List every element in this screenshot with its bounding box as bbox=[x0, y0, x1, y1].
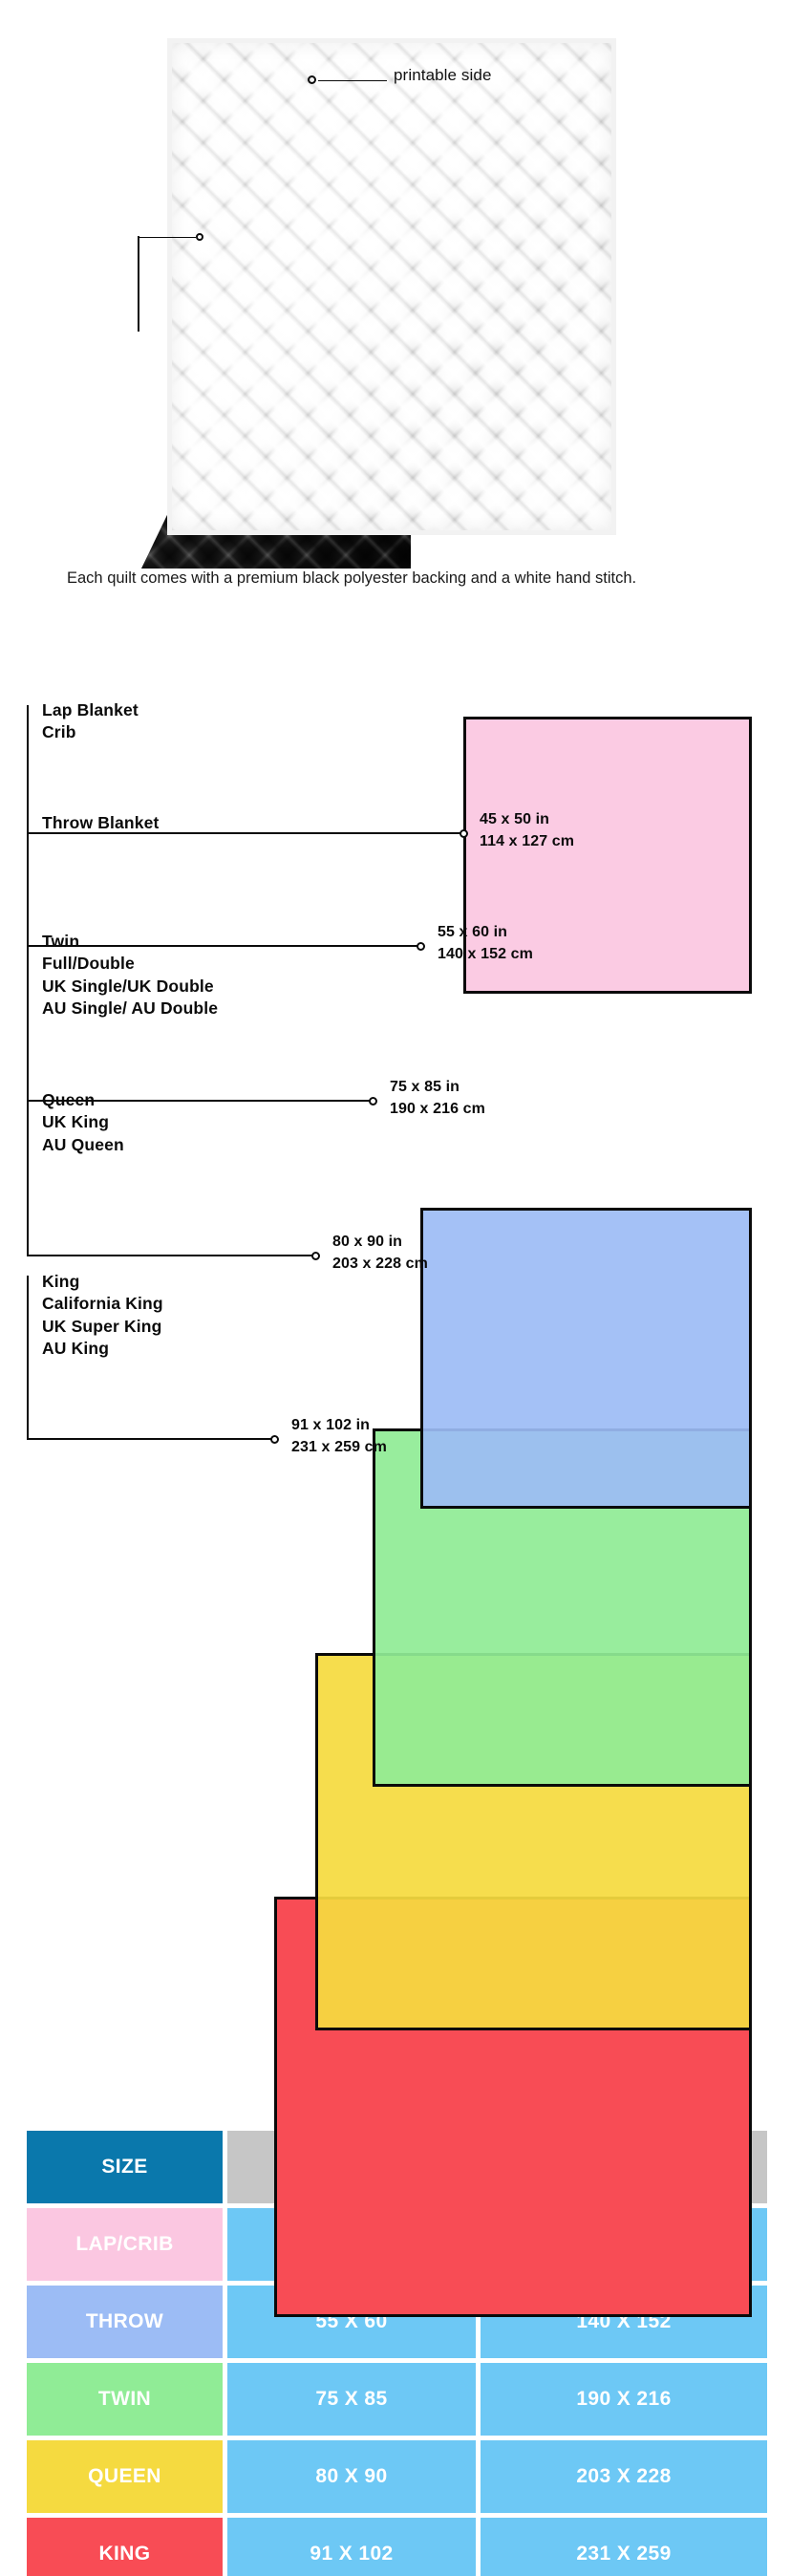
dim-label-queen: 80 x 90 in 203 x 228 cm bbox=[332, 1232, 428, 1275]
printable-side-callout-line bbox=[318, 79, 387, 82]
group-label-lap-crib: Lap Blanket Crib bbox=[42, 700, 139, 742]
dim-dot-king bbox=[270, 1435, 279, 1444]
group-label-queen: Queen UK King AU Queen bbox=[42, 1090, 124, 1154]
size-rect-lap-crib bbox=[463, 717, 752, 994]
bracket-throw bbox=[27, 818, 421, 947]
table-cell-inches-twin: 75 X 85 bbox=[227, 2363, 476, 2436]
table-cell-size-king: KING bbox=[27, 2518, 223, 2576]
table-cell-size-twin: TWIN bbox=[27, 2363, 223, 2436]
quilt-product-photo bbox=[133, 38, 616, 575]
table-cell-size-lap-crib: LAP/CRIB bbox=[27, 2208, 223, 2281]
dim-dot-throw bbox=[417, 942, 425, 951]
printable-side-label: printable side bbox=[394, 66, 492, 84]
group-label-throw: Throw Blanket bbox=[42, 813, 160, 832]
backing-callout-line-vertical bbox=[138, 236, 139, 332]
dim-dot-lap-crib bbox=[460, 829, 468, 838]
dim-cm-queen: 203 x 228 cm bbox=[332, 1255, 428, 1272]
table-cell-size-throw: THROW bbox=[27, 2286, 223, 2358]
table-row: KING 91 X 102 231 X 259 bbox=[27, 2518, 767, 2576]
printable-side-callout-dot bbox=[308, 75, 316, 84]
dim-label-throw: 55 x 60 in 140 x 152 cm bbox=[438, 922, 533, 965]
dim-cm-throw: 140 x 152 cm bbox=[438, 945, 533, 962]
table-header-size: SIZE bbox=[27, 2131, 223, 2203]
table-cell-centimeters-king: 231 X 259 bbox=[481, 2518, 767, 2576]
dim-cm-lap-crib: 114 x 127 cm bbox=[480, 832, 575, 849]
bracket-queen bbox=[27, 1094, 316, 1256]
table-cell-inches-king: 91 X 102 bbox=[227, 2518, 476, 2576]
dim-inches-queen: 80 x 90 in bbox=[332, 1234, 403, 1250]
backing-callout-line-horizontal bbox=[139, 236, 196, 239]
table-cell-centimeters-queen: 203 X 228 bbox=[481, 2440, 767, 2513]
dim-label-lap-crib: 45 x 50 in 114 x 127 cm bbox=[480, 809, 574, 852]
table-cell-inches-queen: 80 X 90 bbox=[227, 2440, 476, 2513]
table-cell-centimeters-twin: 190 X 216 bbox=[481, 2363, 767, 2436]
size-rect-throw bbox=[420, 1208, 752, 1509]
bracket-twin bbox=[27, 936, 374, 1102]
dim-dot-queen bbox=[311, 1252, 320, 1260]
table-row: QUEEN 80 X 90 203 X 228 bbox=[27, 2440, 767, 2513]
quilt-caption-text: Each quilt comes with a premium black po… bbox=[67, 569, 637, 587]
quilt-white-printable-face bbox=[167, 38, 616, 535]
dim-label-twin: 75 x 85 in 190 x 216 cm bbox=[390, 1077, 485, 1120]
dim-inches-twin: 75 x 85 in bbox=[390, 1079, 460, 1095]
nested-size-diagram: Lap Blanket Crib 45 x 50 in 114 x 127 cm … bbox=[0, 659, 791, 2317]
quilt-photo-section: printable side Each quilt comes with a p… bbox=[0, 0, 791, 587]
dim-inches-throw: 55 x 60 in bbox=[438, 924, 508, 940]
table-cell-size-queen: QUEEN bbox=[27, 2440, 223, 2513]
dim-cm-king: 231 x 259 cm bbox=[291, 1438, 387, 1455]
dim-inches-king: 91 x 102 in bbox=[291, 1417, 371, 1433]
dim-cm-twin: 190 x 216 cm bbox=[390, 1100, 485, 1117]
bracket-lap-crib bbox=[27, 705, 466, 834]
table-row: TWIN 75 X 85 190 X 216 bbox=[27, 2363, 767, 2436]
dim-dot-twin bbox=[369, 1097, 377, 1106]
backing-callout-dot bbox=[196, 233, 203, 241]
dim-inches-lap-crib: 45 x 50 in bbox=[480, 811, 550, 827]
bracket-king bbox=[27, 1276, 275, 1440]
dim-label-king: 91 x 102 in 231 x 259 cm bbox=[291, 1415, 387, 1458]
group-label-twin: Twin Full/Double UK Single/UK Double AU … bbox=[42, 932, 219, 1018]
group-label-king: King California King UK Super King AU Ki… bbox=[42, 1272, 163, 1358]
